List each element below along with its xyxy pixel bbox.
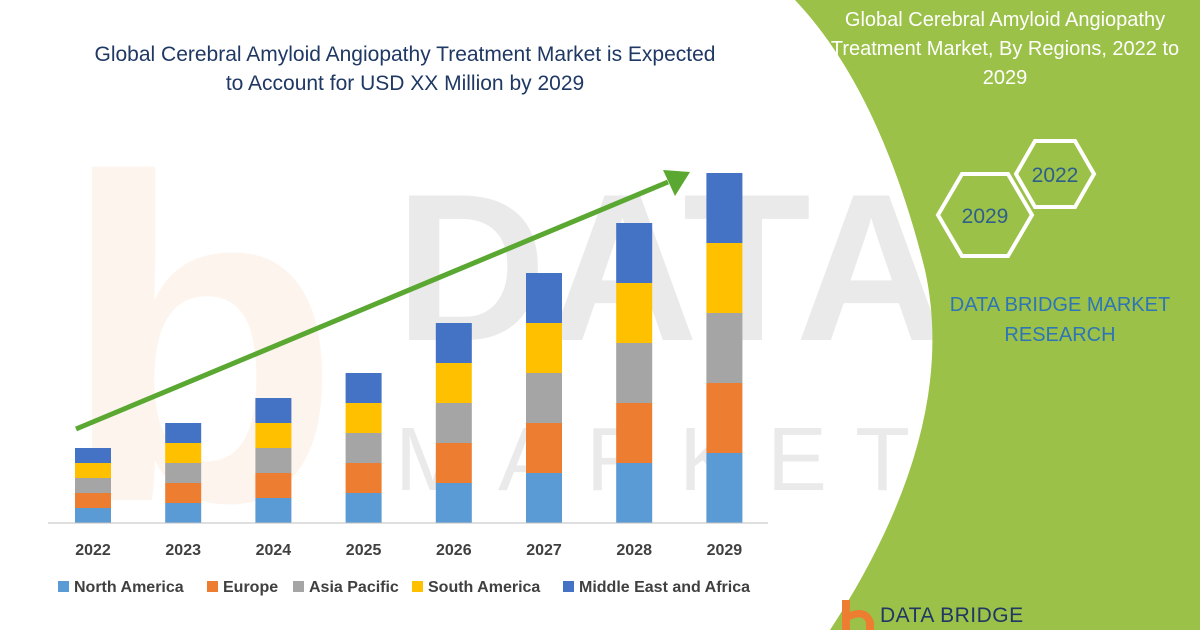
bar-segment-2028-north-america (616, 463, 653, 523)
bar-segment-2028-south-america (616, 283, 653, 343)
bar-segment-2022-north-america (75, 508, 111, 523)
bar-segment-2026-asia-pacific (435, 403, 472, 443)
bar-series-group (75, 173, 743, 523)
bar-segment-2027-europe (526, 423, 562, 473)
bar-segment-2027-middle-east-and-africa (526, 273, 562, 323)
legend-item-asia-pacific: Asia Pacific (293, 579, 399, 596)
bar-segment-2023-europe (165, 483, 202, 503)
hexagon-2022: 2022 (1013, 139, 1097, 209)
x-tick-label: 2022 (75, 542, 111, 559)
bar-segment-2022-europe (75, 493, 111, 508)
legend-swatch (412, 581, 423, 592)
bar-segment-2023-south-america (165, 443, 202, 463)
side-panel-title: Global Cerebral Amyloid Angiopathy Treat… (830, 9, 1180, 89)
bar-segment-2026-europe (435, 443, 472, 483)
legend-swatch (58, 581, 69, 592)
bar-segment-2024-north-america (255, 498, 292, 523)
bar-segment-2025-asia-pacific (345, 433, 382, 463)
footer-brand: DATA BRIDGE (880, 604, 1024, 627)
bar-segment-2023-middle-east-and-africa (165, 423, 202, 443)
bar-segment-2029-europe (706, 383, 743, 453)
legend-label: South America (428, 579, 540, 596)
bar-segment-2025-north-america (345, 493, 382, 523)
legend-swatch (563, 581, 574, 592)
bar-segment-2025-europe (345, 463, 382, 493)
x-tick-label: 2028 (616, 542, 652, 559)
x-tick-label: 2024 (256, 542, 292, 559)
bar-segment-2023-north-america (165, 503, 202, 523)
bar-segment-2024-europe (255, 473, 292, 498)
bar-segment-2024-south-america (255, 423, 292, 448)
legend-item-middle-east-and-africa: Middle East and Africa (563, 579, 750, 596)
x-tick-label: 2025 (346, 542, 382, 559)
brand-name: DATA BRIDGE MARKET RESEARCH (949, 294, 1171, 346)
bar-segment-2022-asia-pacific (75, 478, 111, 493)
bar-segment-2025-middle-east-and-africa (345, 373, 382, 403)
chart-title: Global Cerebral Amyloid Angiopathy Treat… (94, 43, 716, 95)
legend-label: Europe (223, 579, 278, 596)
bar-segment-2026-north-america (435, 483, 472, 523)
bar-segment-2027-south-america (526, 323, 562, 373)
data-bridge-logo-icon (842, 600, 874, 630)
bar-segment-2025-south-america (345, 403, 382, 433)
legend-label: Asia Pacific (309, 579, 399, 596)
x-tick-label: 2029 (707, 542, 743, 559)
bar-segment-2024-asia-pacific (255, 448, 292, 473)
bar-segment-2028-europe (616, 403, 653, 463)
bar-segment-2027-asia-pacific (526, 373, 562, 423)
legend-item-south-america: South America (412, 579, 540, 596)
bar-segment-2026-south-america (435, 363, 472, 403)
x-tick-label: 2023 (165, 542, 201, 559)
bar-segment-2023-asia-pacific (165, 463, 202, 483)
bar-segment-2026-middle-east-and-africa (435, 323, 472, 363)
legend: North America Europe Asia Pacific South Ame… (58, 579, 750, 596)
legend-item-europe: Europe (207, 579, 278, 596)
bar-segment-2029-north-america (706, 453, 743, 523)
bar-segment-2022-south-america (75, 463, 111, 478)
bar-segment-2029-south-america (706, 243, 743, 313)
legend-label: North America (74, 579, 184, 596)
x-tick-label: 2026 (436, 542, 472, 559)
legend-swatch (207, 581, 218, 592)
bar-segment-2028-asia-pacific (616, 343, 653, 403)
bar-segment-2029-middle-east-and-africa (706, 173, 743, 243)
x-axis-tick-labels: 2022 2023 2024 2025 2026 2027 2028 2029 (75, 542, 742, 559)
side-panel-background (795, 0, 1200, 630)
trend-arrow (75, 170, 690, 432)
hexagon-2029-label: 2029 (962, 205, 1009, 228)
bar-segment-2029-asia-pacific (706, 313, 743, 383)
bar-segment-2022-middle-east-and-africa (75, 448, 111, 463)
legend-item-north-america: North America (58, 579, 184, 596)
hexagon-2029: 2029 (935, 172, 1035, 258)
bar-segment-2024-middle-east-and-africa (255, 398, 292, 423)
bar-segment-2028-middle-east-and-africa (616, 223, 653, 283)
bar-segment-2027-north-america (526, 473, 562, 523)
legend-label: Middle East and Africa (579, 579, 750, 596)
legend-swatch (293, 581, 304, 592)
x-tick-label: 2027 (526, 542, 562, 559)
hexagon-2022-label: 2022 (1032, 164, 1079, 187)
